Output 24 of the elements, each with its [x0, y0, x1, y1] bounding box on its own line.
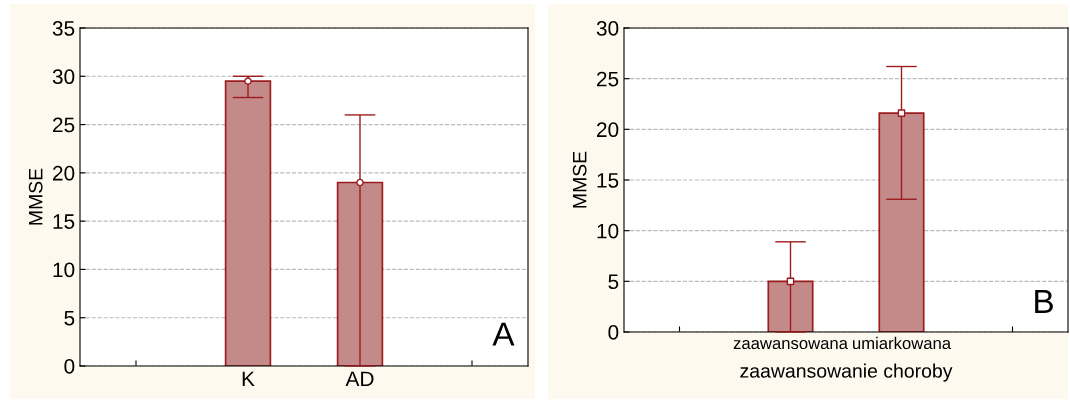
text: A — [492, 322, 515, 346]
y-axis-title: MMSE — [28, 168, 43, 225]
text: B — [1035, 289, 1053, 313]
y-tick-label: 20 — [597, 122, 619, 138]
y-tick-label: 20 — [53, 165, 75, 181]
y-tick-label: 15 — [53, 214, 75, 229]
x-tick-label: AD — [345, 371, 374, 386]
y-tick-label: 35 — [52, 21, 75, 36]
x-axis-title: zaawansowanie choroby — [740, 363, 953, 382]
x-tick-label: K — [242, 371, 255, 386]
y-tick-label: 5 — [64, 310, 75, 326]
y-tick-label: 25 — [53, 117, 75, 133]
y-tick-label: 10 — [597, 223, 619, 239]
y-tick-label: 30 — [52, 69, 75, 85]
y-tick-label: 0 — [64, 359, 75, 374]
x-tick-label: zaawansowana — [733, 339, 848, 350]
y-axis-title: MMSE — [572, 151, 587, 208]
y-tick-label: 15 — [597, 173, 619, 188]
y-tick-label: 25 — [597, 71, 619, 87]
y-tick-label: 10 — [53, 262, 75, 278]
y-tick-label: 0 — [608, 325, 619, 340]
y-tick-label: 5 — [608, 274, 619, 290]
x-tick-label: umiarkowana — [853, 336, 952, 350]
y-tick-label: 30 — [596, 21, 619, 36]
